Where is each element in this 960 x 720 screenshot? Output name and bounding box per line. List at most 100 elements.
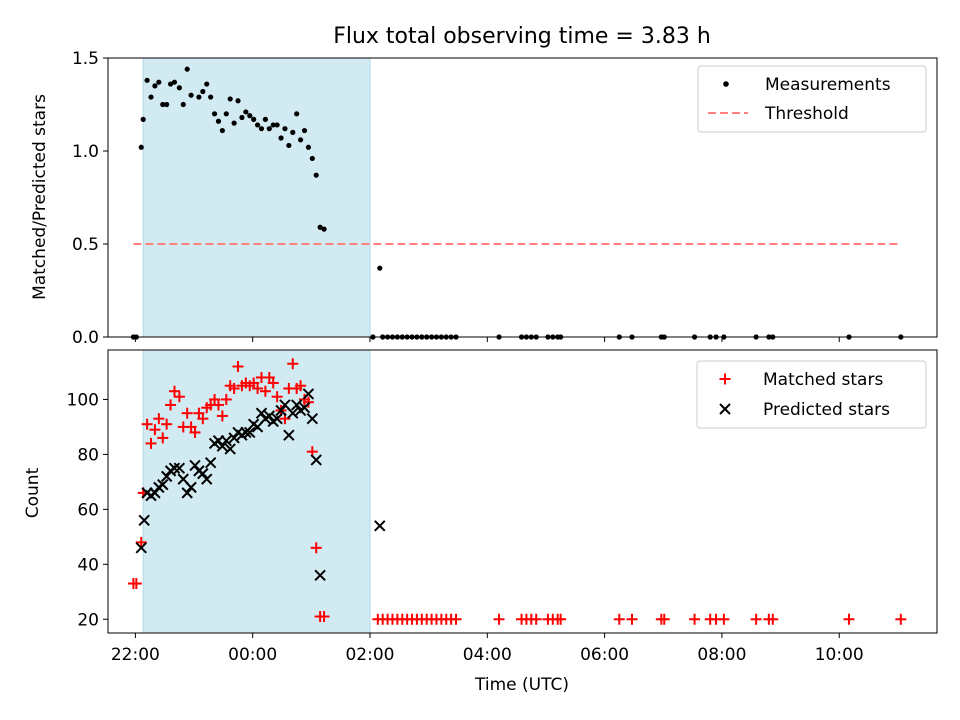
chart-title: Flux total observing time = 3.83 h bbox=[333, 24, 711, 49]
measurement-point bbox=[235, 98, 241, 104]
matched-star-point bbox=[613, 613, 625, 625]
matched-star-point bbox=[153, 413, 165, 425]
matched-star-point bbox=[318, 611, 330, 623]
x-axis-label: Time (UTC) bbox=[474, 675, 569, 695]
matched-star-point bbox=[750, 613, 762, 625]
matched-star-point bbox=[181, 407, 193, 419]
predicted-star-point bbox=[290, 399, 303, 411]
matched-stars-series bbox=[127, 358, 907, 625]
matched-star-point bbox=[165, 399, 177, 411]
x-marker-b bbox=[216, 440, 229, 452]
legend-threshold-label: Threshold bbox=[764, 104, 849, 124]
x-marker-b bbox=[314, 569, 326, 582]
count-x-tick-label: 22:00 bbox=[111, 645, 160, 665]
x-marker-b bbox=[290, 399, 303, 411]
measurement-point bbox=[254, 122, 261, 128]
count-x-tick-label: 00:00 bbox=[228, 645, 277, 665]
x-marker-b bbox=[220, 434, 232, 447]
measurement-point bbox=[144, 77, 150, 83]
measurement-point bbox=[196, 94, 202, 100]
ratio-x-ticks bbox=[134, 337, 840, 342]
count-y-tick-label: 60 bbox=[77, 500, 99, 520]
measurement-point bbox=[239, 114, 245, 121]
x-marker-b bbox=[298, 401, 311, 414]
predicted-star-point bbox=[168, 462, 181, 474]
ratio-y-tick-label: 0.0 bbox=[72, 328, 99, 348]
x-marker-b bbox=[224, 443, 236, 455]
ratio-panel: 0.0 0.5 1.0 1.5 Matched/Predicted stars Mea… bbox=[30, 49, 938, 348]
predicted-star-point bbox=[224, 443, 236, 455]
matched-star-point bbox=[216, 410, 228, 422]
measurement-point bbox=[258, 126, 265, 132]
x-marker-b bbox=[168, 462, 181, 474]
measurement-point bbox=[164, 101, 170, 108]
matched-star-point bbox=[895, 613, 907, 625]
predicted-star-point bbox=[216, 440, 229, 452]
predicted-star-point bbox=[302, 388, 315, 400]
matched-star-point bbox=[157, 432, 169, 444]
measurement-point bbox=[231, 120, 237, 126]
x-marker-b bbox=[204, 456, 217, 469]
measurement-point bbox=[270, 122, 276, 128]
ratio-y-tick-label: 1.5 bbox=[72, 49, 99, 69]
predicted-star-point bbox=[374, 520, 386, 532]
matched-star-point bbox=[212, 399, 224, 411]
count-legend-box bbox=[696, 360, 927, 429]
measurement-point bbox=[176, 85, 182, 91]
matched-star-point bbox=[295, 380, 307, 392]
x-marker-b bbox=[271, 412, 283, 425]
count-y-tick-label: 80 bbox=[77, 445, 99, 465]
measurement-point bbox=[305, 144, 312, 150]
matched-star-point bbox=[259, 385, 271, 397]
measurement-point bbox=[262, 116, 268, 122]
matched-star-point bbox=[271, 391, 283, 403]
x-marker-b bbox=[279, 399, 291, 411]
x-marker-b bbox=[275, 404, 287, 417]
predicted-star-point bbox=[138, 514, 150, 527]
count-y-tick-label: 20 bbox=[77, 610, 99, 630]
matched-star-point bbox=[149, 424, 161, 436]
matched-star-point bbox=[767, 613, 779, 625]
matched-star-point bbox=[189, 426, 201, 438]
predicted-star-point bbox=[287, 407, 299, 419]
predicted-star-point bbox=[173, 462, 186, 474]
predicted-star-point bbox=[204, 456, 217, 469]
matched-star-point bbox=[145, 437, 157, 449]
matched-star-point bbox=[267, 377, 279, 389]
x-marker-b bbox=[173, 462, 186, 474]
x-marker-b bbox=[201, 473, 213, 485]
measurement-point bbox=[290, 129, 296, 135]
measurement-point bbox=[167, 81, 174, 87]
count-plot-frame bbox=[107, 349, 938, 634]
measurement-point bbox=[208, 94, 214, 100]
matched-star-point bbox=[228, 382, 240, 394]
ratio-y-ticks: 0.0 0.5 1.0 1.5 bbox=[72, 49, 108, 348]
legend-predicted-label: Predicted stars bbox=[763, 400, 890, 420]
matched-star-point bbox=[168, 385, 180, 397]
matched-star-point bbox=[302, 396, 314, 408]
count-y-tick-label: 40 bbox=[77, 555, 99, 575]
measurement-point bbox=[377, 265, 383, 271]
matched-star-point bbox=[843, 613, 855, 625]
matched-star-point bbox=[555, 613, 567, 625]
measurement-point bbox=[200, 88, 206, 95]
matched-star-point bbox=[287, 358, 299, 370]
measurement-point bbox=[317, 224, 323, 230]
x-marker-b bbox=[287, 407, 299, 419]
measurement-point bbox=[160, 101, 166, 108]
count-legend: Matched stars Predicted stars bbox=[696, 360, 927, 429]
predicted-star-point bbox=[197, 467, 209, 480]
measurement-point bbox=[294, 111, 300, 117]
measurement-point bbox=[188, 92, 194, 98]
predicted-star-point bbox=[275, 404, 287, 417]
legend-matched-marker bbox=[719, 373, 731, 385]
legend-measurements-label: Measurements bbox=[765, 75, 891, 95]
x-marker-b bbox=[197, 467, 209, 480]
measurement-point bbox=[215, 118, 222, 124]
predicted-star-point bbox=[298, 401, 311, 414]
measurement-point bbox=[204, 81, 210, 87]
legend-matched-label: Matched stars bbox=[763, 370, 883, 390]
measurement-point bbox=[211, 111, 218, 117]
matched-star-point bbox=[530, 613, 542, 625]
matched-star-point bbox=[689, 613, 701, 625]
